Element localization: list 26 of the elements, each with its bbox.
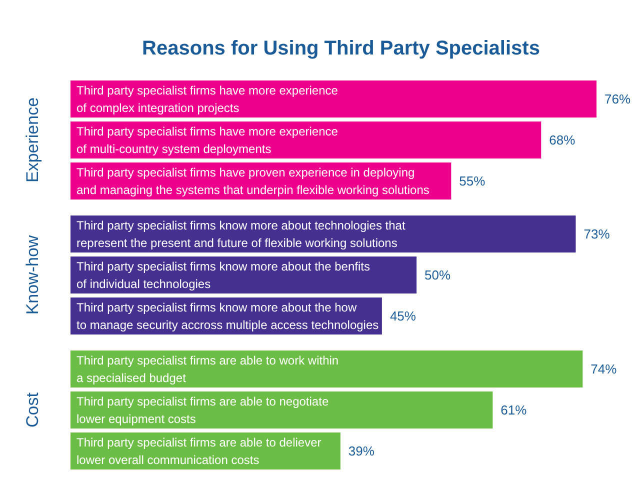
data-label: 61% xyxy=(500,402,528,418)
y-tick-label: Third party specialist firms have proven experience in deploying and managing the systems that underpin flexible working solutions xyxy=(76,165,430,197)
y-tick-label: Third party specialist firms have more experience of multi-country system deployments xyxy=(76,124,338,156)
y-tick-label: Third party specialist firms have more experience of complex integration projects xyxy=(76,83,338,115)
data-label: 45% xyxy=(390,308,416,324)
y-tick-label: Third party specialist firms are able to work within a specialised budget xyxy=(76,353,339,385)
data-label: 76% xyxy=(604,92,631,106)
y-tick-label: Third party specialist firms are able to deliever lower overall communication costs xyxy=(76,435,322,467)
data-label: 73% xyxy=(584,226,610,242)
y-tick-label: Third party specialist firms know more about the how to manage security accross multiple access technologies xyxy=(76,300,379,332)
bar xyxy=(70,80,596,118)
data-label: 55% xyxy=(459,174,486,188)
y-tick-label: Third party specialist firms are able to negotiate lower equipment costs xyxy=(76,394,329,426)
y-tick-label: Third party specialist firms know more about technologies that represent the present and future of flexible working solutions xyxy=(76,218,406,250)
y-tick-label: Third party specialist firms know more about the benfits of individual technologies xyxy=(76,259,370,291)
data-label: 39% xyxy=(348,444,375,458)
data-label: 50% xyxy=(424,268,452,282)
data-label: 74% xyxy=(590,362,618,376)
bar xyxy=(70,122,542,158)
text: Know-how xyxy=(23,234,42,315)
bar xyxy=(70,392,493,428)
data-label: 68% xyxy=(549,132,576,148)
chart-title: Reasons for Using Third Party Specialists xyxy=(142,38,540,60)
text: Cost xyxy=(23,392,42,428)
bar xyxy=(70,350,583,388)
text: Experience xyxy=(23,97,42,183)
